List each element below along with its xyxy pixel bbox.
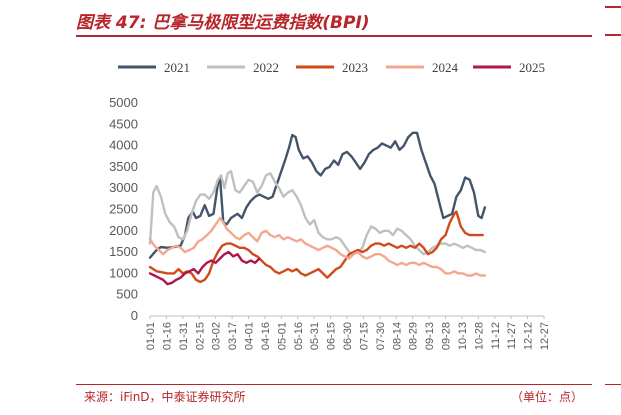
x-tick-label: 09-28 (441, 322, 453, 350)
x-tick-label: 10-28 (473, 322, 485, 350)
series-line-2023 (148, 210, 484, 284)
y-tick-label: 500 (116, 287, 138, 302)
legend-label-2024: 2024 (432, 60, 459, 75)
y-tick-label: 4000 (109, 138, 138, 153)
x-tick-label: 06-30 (342, 322, 354, 350)
edge-rule-top (605, 6, 621, 8)
legend-label-2021: 2021 (164, 60, 190, 75)
x-tick-label: 05-16 (293, 322, 305, 350)
x-tick-label: 04-01 (244, 322, 256, 350)
y-tick-label: 2000 (109, 223, 138, 238)
series-line-2025 (148, 250, 261, 286)
edge-rule-foot (605, 384, 621, 385)
x-tick-label: 03-17 (227, 322, 239, 350)
y-tick-label: 2500 (109, 202, 138, 217)
y-tick-label: 5000 (109, 95, 138, 110)
y-tick-label: 3000 (109, 180, 138, 195)
x-tick-label: 12-12 (523, 322, 535, 350)
series-line-2024 (148, 216, 487, 277)
x-tick-label: 11-12 (490, 322, 502, 349)
x-tick-label: 07-15 (358, 322, 370, 350)
x-tick-label: 02-15 (194, 322, 206, 350)
y-tick-label: 1500 (109, 244, 138, 259)
x-tick-label: 04-16 (260, 322, 272, 350)
x-tick-label: 08-29 (408, 322, 420, 350)
x-tick-label: 09-13 (424, 322, 436, 350)
source-note: 来源：iFinD，中泰证券研究所 (84, 390, 246, 404)
x-tick-label: 08-14 (391, 322, 403, 350)
edge-rule-mid (605, 34, 621, 36)
x-tick-label: 01-31 (178, 322, 190, 350)
x-tick-label: 03-02 (211, 322, 223, 350)
footer-rule (76, 384, 592, 385)
legend-label-2023: 2023 (342, 60, 368, 75)
x-tick-label: 07-30 (375, 322, 387, 350)
y-tick-label: 0 (131, 308, 138, 323)
y-tick-label: 3500 (109, 159, 138, 174)
legend-label-2022: 2022 (253, 60, 279, 75)
x-tick-label: 05-31 (309, 322, 321, 350)
x-tick-label: 10-13 (457, 322, 469, 350)
title-rule (76, 35, 592, 37)
series-line-2021 (148, 131, 487, 259)
x-tick-label: 06-15 (326, 322, 338, 350)
legend-label-2025: 2025 (519, 60, 545, 75)
x-tick-label: 01-01 (145, 322, 157, 350)
chart-title: 图表 47: 巴拿马极限型运费指数(BPI) (76, 13, 370, 33)
y-tick-label: 1000 (109, 265, 138, 280)
unit-note: （单位：点） (510, 390, 583, 404)
x-tick-label: 05-01 (276, 322, 288, 350)
x-tick-label: 12-27 (539, 322, 551, 350)
y-tick-label: 4500 (109, 116, 138, 131)
x-tick-label: 11-27 (506, 322, 518, 349)
x-tick-label: 01-16 (161, 322, 173, 350)
bpi-line-chart: 5000450040003500300025002000150010005000… (109, 60, 551, 350)
